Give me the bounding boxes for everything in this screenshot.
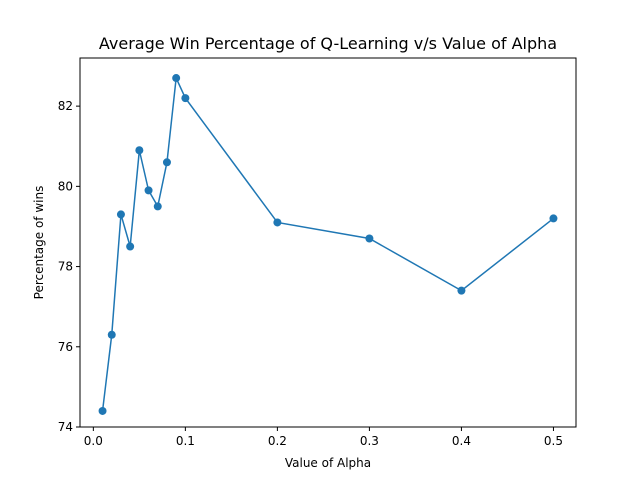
x-tick-label: 0.3 [360,434,379,448]
data-point [107,330,116,339]
data-point [135,146,144,155]
y-axis: 74 76 78 80 82 [58,99,80,434]
data-point [273,218,282,227]
y-tick-label: 74 [58,420,73,434]
x-tick-label: 0.4 [452,434,471,448]
x-axis-label: Value of Alpha [285,456,371,470]
plot-frame [79,57,577,428]
x-tick-label: 0.2 [268,434,287,448]
data-point [457,286,466,295]
y-tick-label: 78 [58,260,73,274]
chart-title: Average Win Percentage of Q-Learning v/s… [99,34,557,53]
x-tick-label: 0.0 [84,434,103,448]
y-tick-label: 76 [58,340,73,354]
data-point [172,74,181,83]
x-axis: 0.0 0.1 0.2 0.3 0.4 0.5 [84,427,563,448]
series-line [101,75,554,412]
plot-area [98,74,558,415]
data-point [98,406,107,415]
data-point [126,242,135,251]
data-point [144,186,153,195]
y-tick-label: 80 [58,179,73,193]
y-tick-label: 82 [58,99,73,113]
data-point [153,202,162,211]
x-tick-label: 0.1 [176,434,195,448]
data-point [181,94,190,103]
data-point [549,214,558,223]
data-point [116,210,125,219]
y-axis-label: Percentage of wins [32,186,46,300]
data-point [162,158,171,167]
x-tick-label: 0.5 [544,434,563,448]
data-point [365,234,374,243]
